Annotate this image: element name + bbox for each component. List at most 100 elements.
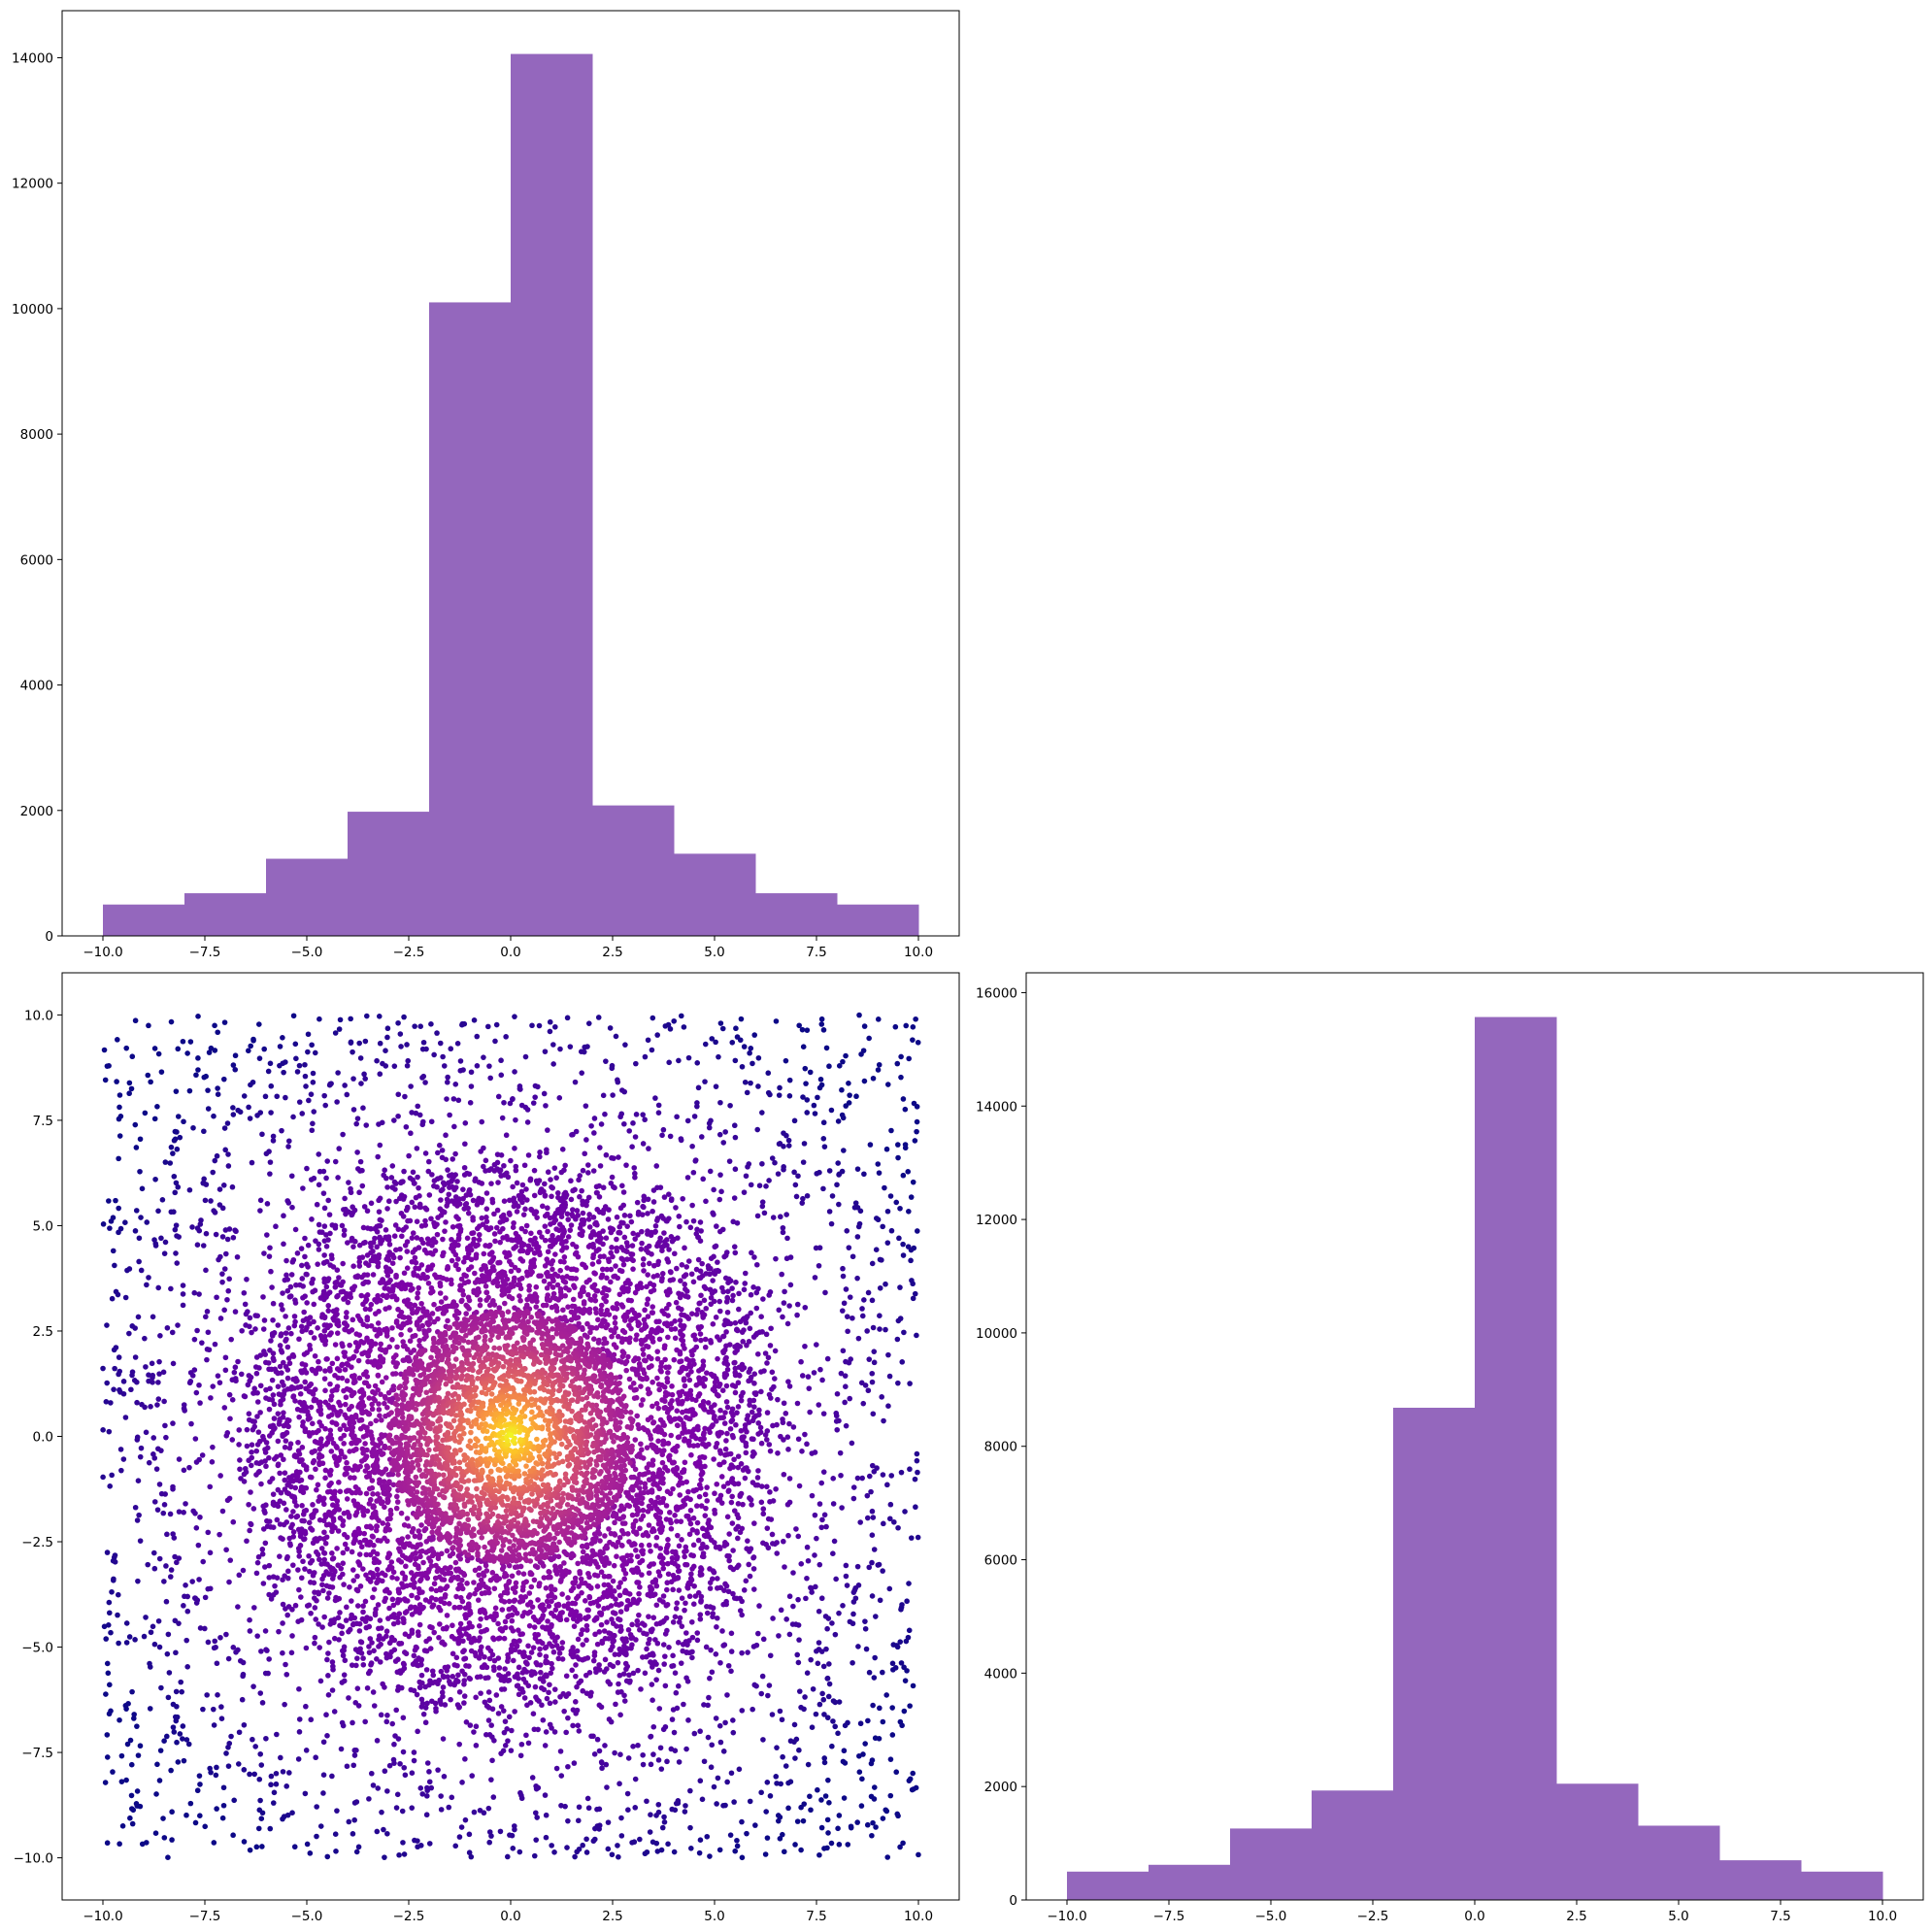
scatter-point bbox=[650, 1199, 657, 1205]
scatter-point bbox=[283, 1507, 289, 1513]
scatter-point bbox=[309, 1557, 316, 1564]
scatter-point bbox=[784, 1434, 791, 1441]
scatter-point bbox=[722, 1540, 728, 1546]
scatter-point bbox=[798, 1704, 804, 1711]
scatter-point bbox=[434, 1183, 440, 1190]
scatter-point bbox=[517, 1789, 523, 1796]
scatter-point bbox=[745, 1649, 750, 1655]
scatter-point bbox=[707, 1853, 713, 1859]
scatter-point bbox=[208, 1395, 214, 1401]
scatter-point bbox=[147, 1660, 152, 1667]
scatter-point bbox=[367, 1668, 373, 1675]
scatter-point bbox=[550, 1665, 555, 1672]
scatter-point bbox=[223, 1547, 229, 1553]
scatter-point bbox=[162, 1159, 169, 1165]
scatter-point bbox=[322, 1341, 328, 1348]
scatter-point bbox=[593, 1248, 600, 1254]
x-tick-label: −5.0 bbox=[291, 945, 323, 960]
scatter-point bbox=[318, 1422, 324, 1429]
scatter-point bbox=[325, 1237, 331, 1243]
scatter-point bbox=[610, 1644, 616, 1649]
scatter-point bbox=[727, 1425, 734, 1432]
scatter-point bbox=[434, 1030, 440, 1036]
scatter-point bbox=[271, 1789, 278, 1796]
scatter-point bbox=[836, 1172, 842, 1178]
scatter-point bbox=[894, 1060, 901, 1067]
scatter-point bbox=[559, 1656, 566, 1662]
scatter-point bbox=[540, 1716, 547, 1723]
scatter-point bbox=[911, 1100, 917, 1107]
scatter-point bbox=[862, 1618, 868, 1624]
scatter-point bbox=[693, 1382, 700, 1388]
scatter-point bbox=[461, 1164, 468, 1171]
scatter-point bbox=[759, 1203, 766, 1210]
scatter-point bbox=[507, 1832, 513, 1838]
scatter-point bbox=[804, 1670, 811, 1676]
scatter-point bbox=[274, 1575, 281, 1581]
scatter-point bbox=[595, 1015, 602, 1020]
scatter-point bbox=[251, 1771, 257, 1778]
scatter-point bbox=[717, 1172, 723, 1178]
scatter-point bbox=[174, 1703, 180, 1710]
scatter-point bbox=[564, 1015, 571, 1021]
scatter-point bbox=[148, 1629, 154, 1636]
scatter-point bbox=[431, 1178, 438, 1184]
scatter-point bbox=[840, 1058, 846, 1065]
scatter-point bbox=[747, 1573, 753, 1580]
scatter-point bbox=[914, 1450, 920, 1457]
scatter-point bbox=[628, 1251, 634, 1257]
scatter-point bbox=[459, 1021, 465, 1028]
scatter-point bbox=[602, 1635, 609, 1642]
scatter-point bbox=[755, 1630, 761, 1637]
scatter-point bbox=[497, 1228, 503, 1235]
scatter-point bbox=[194, 1597, 201, 1603]
scatter-point bbox=[816, 1262, 822, 1269]
scatter-point bbox=[632, 1134, 639, 1140]
scatter-point bbox=[220, 1784, 227, 1791]
scatter-point bbox=[224, 1296, 230, 1303]
scatter-point bbox=[103, 1399, 110, 1405]
scatter-point bbox=[208, 1198, 214, 1204]
scatter-point bbox=[369, 1770, 375, 1777]
scatter-point bbox=[826, 1681, 833, 1687]
scatter-point bbox=[330, 1264, 337, 1270]
scatter-point bbox=[708, 1371, 715, 1378]
scatter-point bbox=[868, 1793, 875, 1800]
scatter-point bbox=[334, 1355, 341, 1362]
scatter-point bbox=[188, 1420, 194, 1427]
scatter-point bbox=[835, 1730, 841, 1737]
scatter-point bbox=[887, 1792, 894, 1799]
scatter-point bbox=[317, 1407, 324, 1413]
scatter-point bbox=[528, 1649, 535, 1655]
scatter-point bbox=[163, 1563, 169, 1569]
scatter-point bbox=[841, 1748, 848, 1754]
scatter-point bbox=[636, 1597, 643, 1603]
scatter-point bbox=[203, 1230, 210, 1237]
scatter-point bbox=[571, 1623, 578, 1629]
scatter-point bbox=[717, 1659, 723, 1666]
scatter-point bbox=[277, 1363, 283, 1370]
scatter-point bbox=[650, 1723, 657, 1730]
scatter-point bbox=[767, 1489, 773, 1495]
scatter-point bbox=[220, 1183, 227, 1188]
scatter-point bbox=[704, 1610, 711, 1616]
scatter-point bbox=[267, 1060, 274, 1067]
scatter-point bbox=[741, 1587, 748, 1593]
scatter-point bbox=[697, 1612, 704, 1617]
scatter-point bbox=[117, 1092, 123, 1098]
scatter-point bbox=[687, 1824, 693, 1831]
scatter-point bbox=[457, 1625, 464, 1632]
scatter-point bbox=[347, 1626, 353, 1633]
scatter-point bbox=[376, 1121, 382, 1127]
scatter-point bbox=[132, 1504, 139, 1511]
scatter-point bbox=[267, 1171, 273, 1177]
scatter-point bbox=[777, 1084, 783, 1091]
scatter-point bbox=[452, 1843, 459, 1849]
scatter-point bbox=[711, 1212, 716, 1217]
scatter-point bbox=[348, 1016, 353, 1022]
scatter-point bbox=[721, 1374, 728, 1381]
scatter-point bbox=[329, 1773, 335, 1780]
scatter-point bbox=[854, 1166, 861, 1172]
scatter-point bbox=[648, 1812, 653, 1817]
scatter-point bbox=[895, 1142, 901, 1148]
